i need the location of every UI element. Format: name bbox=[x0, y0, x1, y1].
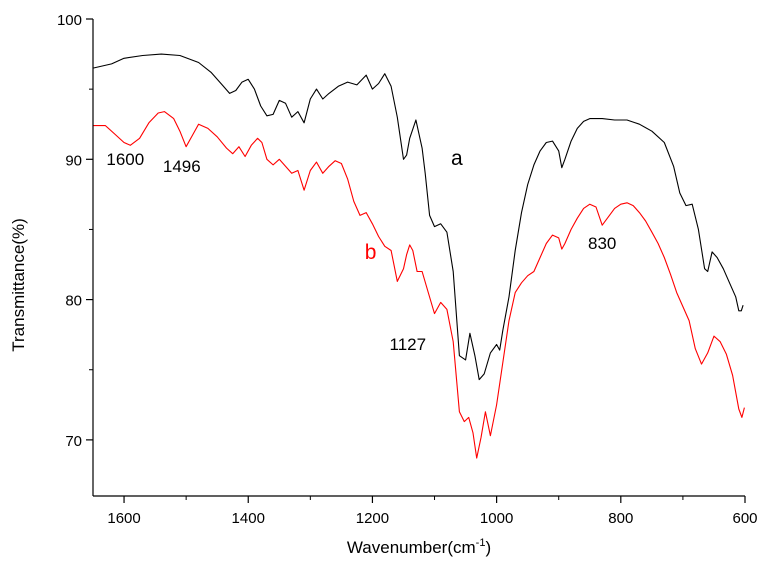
x-tick-label: 800 bbox=[608, 510, 633, 527]
annotation-label: 1600 bbox=[106, 150, 144, 169]
annotations: 1600 1496 a b 1127 830 bbox=[106, 147, 616, 354]
y-tick-label: 90 bbox=[65, 152, 82, 169]
series-line-a bbox=[92, 53, 744, 381]
annotation-label: 830 bbox=[588, 234, 616, 253]
x-tick-label: 1600 bbox=[107, 510, 140, 527]
x-axis-label-close: ) bbox=[485, 538, 491, 557]
x-tick-label: 1200 bbox=[356, 510, 389, 527]
x-axis-label-superscript: -1 bbox=[476, 537, 486, 549]
series-line-b bbox=[93, 111, 745, 459]
x-tick-label: 600 bbox=[732, 510, 757, 527]
x-axis-label-main: Wavenumber(cm bbox=[347, 538, 476, 557]
x-tick-label: 1000 bbox=[480, 510, 513, 527]
y-tick-label: 70 bbox=[65, 433, 82, 450]
annotation-label: a bbox=[451, 147, 463, 170]
annotation-label: 1127 bbox=[390, 335, 427, 354]
series-layer bbox=[92, 53, 745, 459]
y-axis-label: Transmittance(%) bbox=[9, 218, 28, 352]
annotation-label: b bbox=[365, 241, 377, 264]
x-tick-label: 1400 bbox=[232, 510, 265, 527]
annotation-label: 1496 bbox=[163, 157, 201, 176]
x-ticks: 1600 1400 1200 1000 800 600 bbox=[107, 496, 758, 527]
y-tick-label: 100 bbox=[57, 12, 82, 29]
y-tick-label: 80 bbox=[65, 293, 82, 310]
x-axis-label: Wavenumber(cm-1) bbox=[347, 537, 491, 557]
y-ticks: 70 80 90 100 bbox=[57, 12, 93, 450]
